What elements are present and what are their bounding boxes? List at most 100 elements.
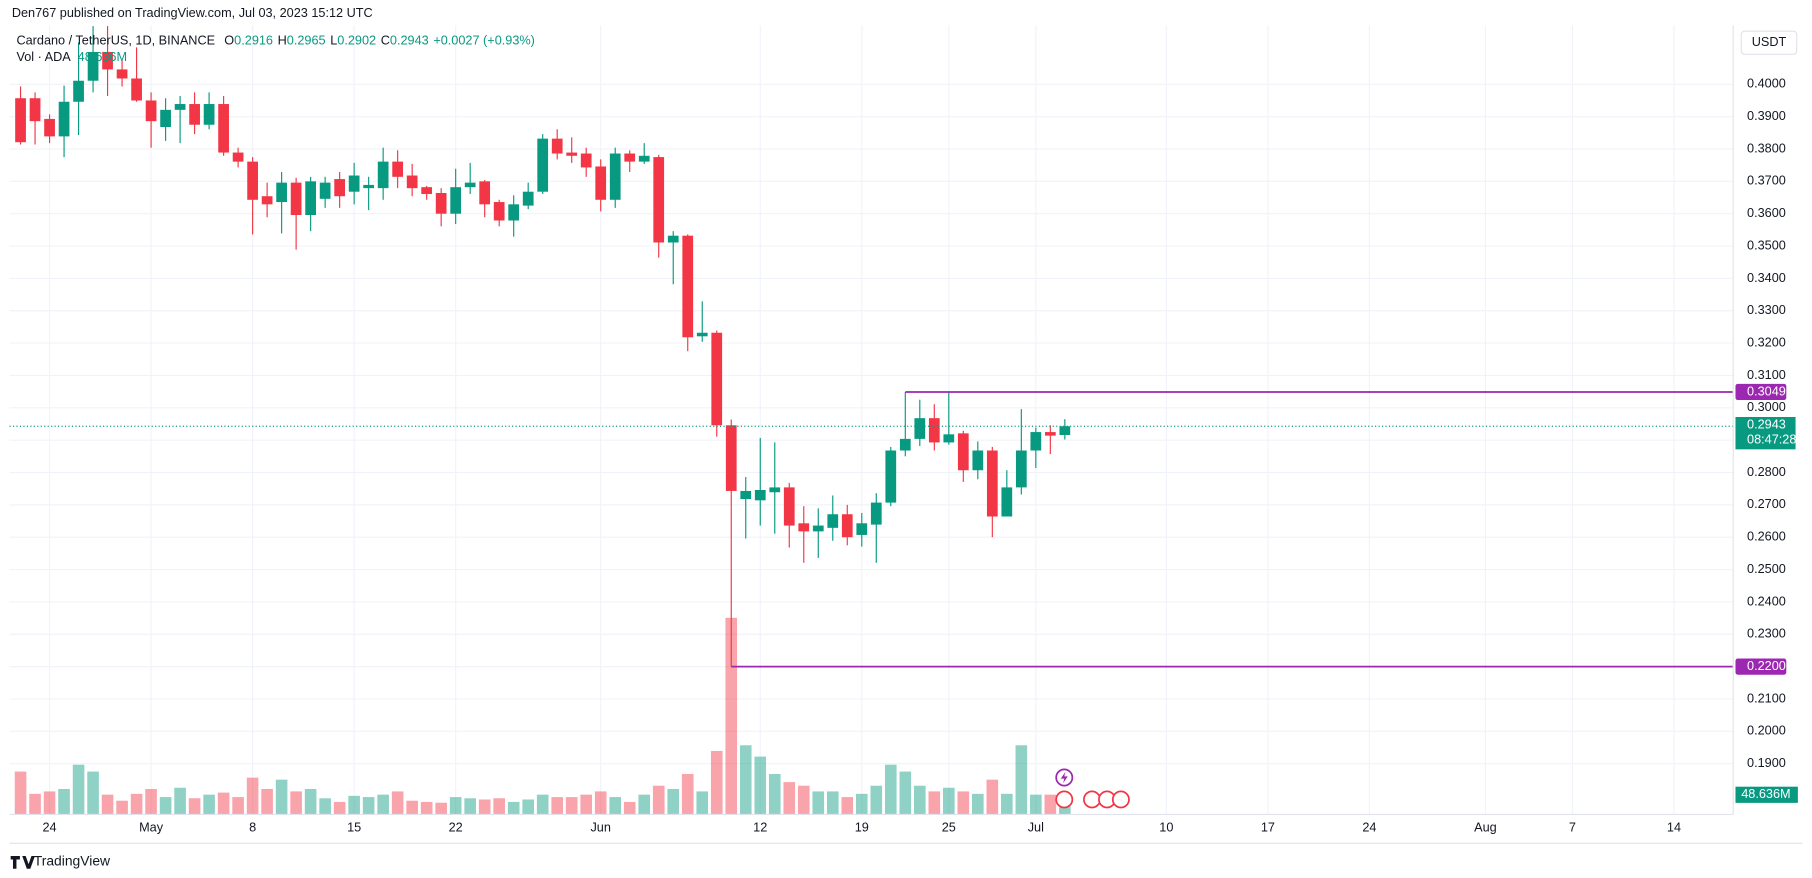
event-flag[interactable] [1083,790,1101,809]
candle-body [957,433,969,471]
volume-bar [420,801,433,815]
legend: Cardano / TetherUS, 1D, BINANCE O0.2916 H0… [16,34,534,48]
volume-bar [319,798,331,815]
candle-body [160,109,171,127]
candle-body [551,138,563,154]
candle-body [1015,450,1027,488]
volume-bar [696,791,709,815]
candle-body [232,152,244,162]
candle-body [653,157,665,243]
volume-bar [768,773,781,815]
candle-body [58,101,70,137]
volume-bar [725,617,738,815]
volume-bar [710,750,723,815]
high: 0.2965 [287,34,326,48]
candle-body [218,104,229,153]
x-tick-label: 7 [1569,821,1576,835]
event-flag[interactable] [1111,790,1130,809]
candle-body [421,187,433,194]
volume-bar [826,791,839,815]
candle-body [783,487,795,526]
volume-label-box [1735,786,1798,803]
volume-bar [536,794,549,815]
candle-body [348,175,360,192]
volume-bar [101,794,114,815]
volume-bar [884,764,897,815]
y-tick-label: 0.2100 [1747,691,1786,705]
candle-body [595,166,607,200]
x-tick-label: 15 [347,821,361,835]
y-tick-label: 0.3600 [1747,206,1786,220]
volume-bar [812,791,825,815]
candle-body [885,450,897,503]
volume-bar [174,787,186,815]
volume-bar [29,793,41,815]
candle-body [1059,426,1071,435]
candle-body [87,51,99,81]
y-tick-label: 0.4000 [1747,77,1786,91]
volume-bar [391,791,404,815]
volume-bar [478,799,491,815]
y-tick-label: 0.3100 [1747,368,1786,382]
candle-body [203,104,215,125]
volume-bar [217,792,230,815]
candle-body [812,525,824,532]
y-tick-label: 0.2800 [1747,465,1786,479]
candle-body [334,179,346,197]
candle-body [856,523,868,535]
volume-bar [145,788,157,815]
y-tick-label: 0.3700 [1747,174,1786,188]
volume-bar [609,797,622,815]
y-tick-label: 0.2000 [1747,724,1786,738]
volume-bar [116,800,128,815]
candle-body [972,450,984,471]
x-tick-label: 8 [249,821,256,835]
candle-body [363,184,375,189]
volume-bar [986,779,999,815]
level-label-box [1735,658,1787,675]
candle-body [769,487,781,493]
y-tick-label: 0.2600 [1747,530,1786,544]
y-tick-label: 0.3000 [1747,400,1786,414]
volume-bar [739,745,752,815]
volume-bar [580,794,593,815]
candle-body [986,450,998,517]
x-tick-label: 12 [753,821,767,835]
volume-bar [14,771,27,815]
volume-bar [1015,745,1028,815]
volume-bar [43,791,56,815]
x-tick-label: 10 [1159,821,1173,835]
candle-body [247,161,258,200]
y-tick-label: 0.2700 [1747,497,1786,511]
x-tick-label: 19 [855,821,869,835]
volume-bar [1001,793,1013,815]
currency[interactable]: USDT [1752,35,1787,49]
candle-body [319,182,331,199]
candle-body [841,514,853,538]
volume-bar [797,785,810,815]
volume-bar [754,756,767,815]
volume-value: 48.636M [78,50,127,64]
candle-body [174,104,186,110]
candle-body [44,118,55,137]
volume-bar [87,771,99,815]
volume-bar [130,793,143,815]
low: 0.2902 [337,34,376,48]
symbol: Cardano / TetherUS, 1D, BINANCE [16,34,215,48]
candle-body [261,196,273,205]
candle-body [696,332,708,337]
currency-button[interactable] [1740,30,1798,55]
candle-body [682,235,694,338]
candle-body [798,523,810,532]
event-flag[interactable] [1055,790,1074,809]
candle-body [464,182,476,188]
volume-bar [507,801,520,815]
volume-bar [72,764,85,815]
candle-body [537,138,549,192]
volume-bar [304,788,317,815]
candle-body [508,204,520,221]
price-label-box [1735,417,1796,450]
volume-bar [348,795,360,815]
